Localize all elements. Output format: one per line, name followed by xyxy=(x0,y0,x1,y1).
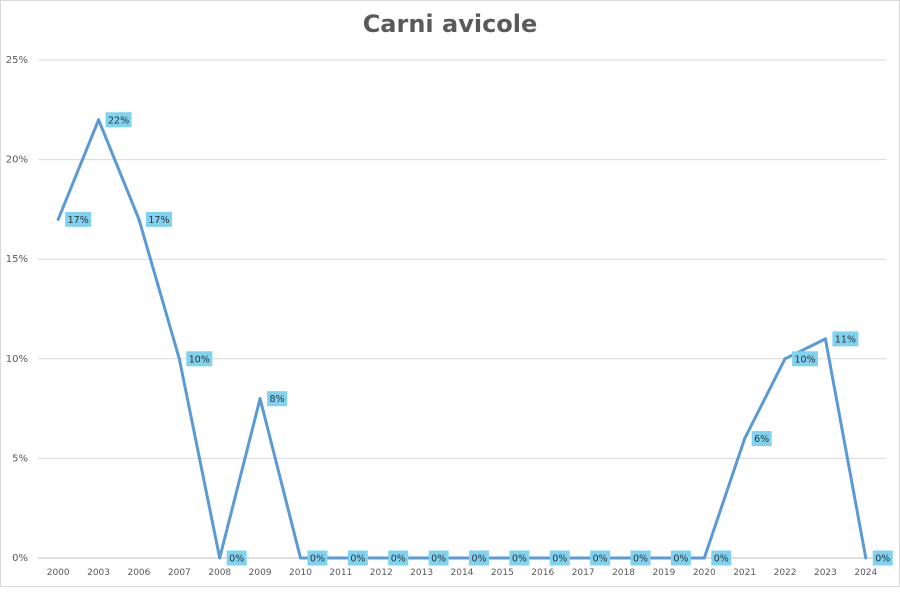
x-tick-label: 2011 xyxy=(329,568,352,578)
data-point xyxy=(581,556,585,560)
data-point xyxy=(420,556,424,560)
data-point xyxy=(500,556,504,560)
data-label-box xyxy=(186,351,213,367)
data-point xyxy=(702,556,706,560)
data-label-box xyxy=(630,550,651,566)
y-tick-label: 5% xyxy=(12,453,28,464)
data-point xyxy=(864,556,868,560)
data-label: 11% xyxy=(835,334,856,345)
x-tick-label: 2014 xyxy=(451,568,474,578)
data-point xyxy=(541,556,545,560)
data-label-box xyxy=(711,550,732,566)
x-tick-label: 2007 xyxy=(168,568,191,578)
data-label-box xyxy=(428,550,449,566)
x-tick-label: 2019 xyxy=(652,568,675,578)
x-tick-label: 2006 xyxy=(127,568,150,578)
data-point xyxy=(379,556,383,560)
data-point xyxy=(298,556,302,560)
data-label: 0% xyxy=(310,554,325,565)
y-tick-label: 10% xyxy=(6,354,28,365)
data-point xyxy=(97,118,101,122)
data-label-box xyxy=(307,550,328,566)
data-label-box xyxy=(509,550,530,566)
data-label: 0% xyxy=(431,554,446,565)
data-label: 6% xyxy=(754,434,769,445)
x-tick-label: 2008 xyxy=(208,568,231,578)
data-label: 17% xyxy=(148,215,169,226)
x-tick-label: 2010 xyxy=(289,568,312,578)
data-label-box xyxy=(751,430,772,446)
data-label-box xyxy=(105,112,132,128)
data-label: 0% xyxy=(714,554,729,565)
data-point xyxy=(339,556,343,560)
y-tick-label: 20% xyxy=(6,155,28,166)
data-label: 10% xyxy=(189,354,210,365)
data-label-box xyxy=(590,550,611,566)
data-label-box xyxy=(792,351,819,367)
data-label-box xyxy=(469,550,489,566)
x-tick-label: 2015 xyxy=(491,568,514,578)
data-point xyxy=(622,556,626,560)
data-label-box xyxy=(226,550,247,566)
data-label: 0% xyxy=(350,554,365,565)
data-label-box xyxy=(832,331,859,347)
data-point xyxy=(460,556,464,560)
x-tick-label: 2018 xyxy=(612,568,635,578)
data-label: 0% xyxy=(229,554,244,565)
data-label-box xyxy=(388,550,409,566)
data-label: 0% xyxy=(673,554,688,565)
x-tick-label: 2023 xyxy=(814,568,837,578)
data-point xyxy=(218,556,222,560)
data-label: 0% xyxy=(391,554,406,565)
x-tick-label: 2009 xyxy=(249,568,272,578)
y-tick-label: 0% xyxy=(12,553,28,564)
x-tick-label: 2020 xyxy=(693,568,716,578)
data-label-box xyxy=(872,550,893,566)
data-label: 0% xyxy=(471,554,486,565)
x-tick-label: 2022 xyxy=(774,568,797,578)
chart-title: Carni avicole xyxy=(362,10,538,38)
data-label-box xyxy=(267,391,288,407)
data-point xyxy=(743,436,747,440)
data-point xyxy=(258,397,262,401)
data-label: 17% xyxy=(68,215,89,226)
y-tick-label: 15% xyxy=(6,254,28,265)
data-label: 0% xyxy=(875,554,890,565)
x-tick-label: 2024 xyxy=(854,568,877,578)
data-label: 22% xyxy=(108,115,129,126)
data-label-box xyxy=(670,550,691,566)
data-label: 0% xyxy=(552,554,567,565)
x-tick-label: 2021 xyxy=(733,568,756,578)
data-label-box xyxy=(347,550,368,566)
data-label: 0% xyxy=(633,554,648,565)
data-label-box xyxy=(145,211,172,227)
x-tick-label: 2017 xyxy=(572,568,595,578)
data-point xyxy=(783,357,787,361)
data-label: 8% xyxy=(270,394,285,405)
data-point xyxy=(823,337,827,341)
x-tick-label: 2013 xyxy=(410,568,433,578)
x-tick-label: 2016 xyxy=(531,568,554,578)
data-point xyxy=(662,556,666,560)
data-label: 10% xyxy=(794,354,815,365)
data-point xyxy=(137,217,141,221)
x-tick-label: 2000 xyxy=(47,568,70,578)
y-tick-label: 25% xyxy=(6,55,28,66)
data-label: 0% xyxy=(593,554,608,565)
data-label: 0% xyxy=(512,554,527,565)
data-label-box xyxy=(65,211,92,227)
data-point xyxy=(177,357,181,361)
data-point xyxy=(56,217,60,221)
x-tick-label: 2012 xyxy=(370,568,393,578)
series-line xyxy=(56,118,868,560)
data-label-box xyxy=(549,550,570,566)
x-tick-label: 2003 xyxy=(87,568,110,578)
